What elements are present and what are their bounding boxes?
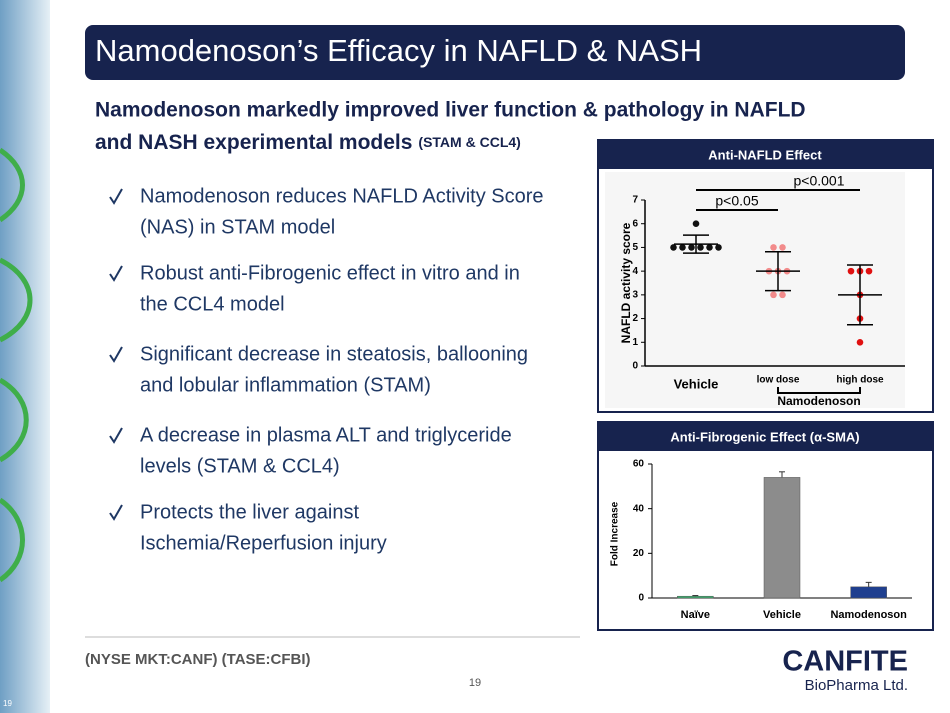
check-mark xyxy=(109,346,123,363)
y-axis-title: NAFLD activity score xyxy=(619,222,633,343)
y-tick-label: 0 xyxy=(632,361,638,372)
group-bracket xyxy=(777,387,861,394)
y-tick-label: 5 xyxy=(632,242,638,253)
y-tick-label: 1 xyxy=(632,337,638,348)
bar xyxy=(763,477,801,599)
panel-header xyxy=(599,423,932,451)
y-tick-label: 60 xyxy=(633,459,645,470)
data-point xyxy=(779,291,786,299)
logo-tagline: BioPharma Ltd. xyxy=(805,677,908,694)
y-tick-label: 0 xyxy=(638,593,644,604)
y-tick-label: 6 xyxy=(632,218,638,229)
data-point xyxy=(692,220,700,228)
bullet-text: Significant decrease in steatosis, ballo… xyxy=(140,343,528,365)
data-point xyxy=(679,244,686,251)
bullet-text: Protects the liver against xyxy=(140,501,359,523)
page-number: 19 xyxy=(469,677,481,689)
bullet-text: and lobular inflammation (STAM) xyxy=(140,374,431,396)
decor-band xyxy=(0,0,50,713)
bar xyxy=(677,595,714,599)
bullet-text: the CCL4 model xyxy=(140,293,285,315)
y-tick-label: 7 xyxy=(632,195,638,206)
bullet-text: levels (STAM & CCL4) xyxy=(140,455,340,477)
x-tick-label: Vehicle xyxy=(763,609,801,621)
subtitle: Namodenoson markedly improved liver func… xyxy=(95,99,806,122)
y-tick-label: 40 xyxy=(633,503,645,514)
bullet-text: (NAS) in STAM model xyxy=(140,216,335,238)
x-tick-label: high dose xyxy=(836,375,884,386)
tickers: (NYSE MKT:CANF) (TASE:CFBI) xyxy=(85,651,311,668)
title-bar xyxy=(85,25,905,80)
data-point xyxy=(770,291,777,299)
y-tick-label: 4 xyxy=(632,266,638,277)
bullet-text: A decrease in plasma ALT and triglycerid… xyxy=(140,424,512,446)
check-mark xyxy=(109,504,123,521)
y-tick-label: 20 xyxy=(633,548,645,559)
x-tick-label: Namodenoson xyxy=(830,609,907,621)
bullet-text: Robust anti-Fibrogenic effect in vitro a… xyxy=(140,262,520,284)
logo: CANFITE xyxy=(782,646,908,678)
subtitle-note: (STAM & CCL4) xyxy=(418,134,520,150)
data-point xyxy=(670,244,677,251)
panel-header xyxy=(599,141,932,169)
decor-helix xyxy=(0,147,33,583)
data-point xyxy=(770,244,777,251)
panel-title: Anti-Fibrogenic Effect (α-SMA) xyxy=(670,429,859,444)
data-point xyxy=(697,244,704,251)
y-tick-label: 2 xyxy=(632,313,638,324)
data-point xyxy=(856,338,864,346)
data-point xyxy=(706,244,713,251)
x-tick-label: Vehicle xyxy=(674,376,719,391)
plot-bg xyxy=(605,172,905,408)
x-tick-label: Naïve xyxy=(681,609,710,621)
bullet-text: Ischemia/Reperfusion injury xyxy=(140,532,387,554)
check-mark xyxy=(109,427,123,444)
data-point xyxy=(779,244,786,251)
data-point xyxy=(688,244,695,251)
check-mark xyxy=(109,188,123,205)
bullet-text: Namodenoson reduces NAFLD Activity Score xyxy=(140,185,544,207)
sig-label: p<0.05 xyxy=(715,193,758,209)
sig-label: p<0.001 xyxy=(794,173,845,189)
check-mark xyxy=(109,265,123,282)
y-tick-label: 3 xyxy=(632,289,638,300)
bullet-list: Namodenoson reduces NAFLD Activity Score… xyxy=(109,185,544,554)
corner-number: 19 xyxy=(3,699,12,708)
subtitle: and NASH experimental models (STAM & CCL4… xyxy=(95,131,521,154)
data-point xyxy=(715,244,722,251)
subtitle-text: and NASH experimental models xyxy=(95,131,412,154)
panel-title: Anti-NAFLD Effect xyxy=(708,147,822,162)
y-axis-title: Fold Increase xyxy=(610,501,621,566)
x-tick-label: low dose xyxy=(757,375,800,386)
data-point xyxy=(847,267,855,275)
bar xyxy=(850,586,887,599)
slide-title: Namodenoson’s Efficacy in NAFLD & NASH xyxy=(95,33,702,68)
data-point xyxy=(865,267,873,275)
group-label: Namodenoson xyxy=(777,394,860,408)
